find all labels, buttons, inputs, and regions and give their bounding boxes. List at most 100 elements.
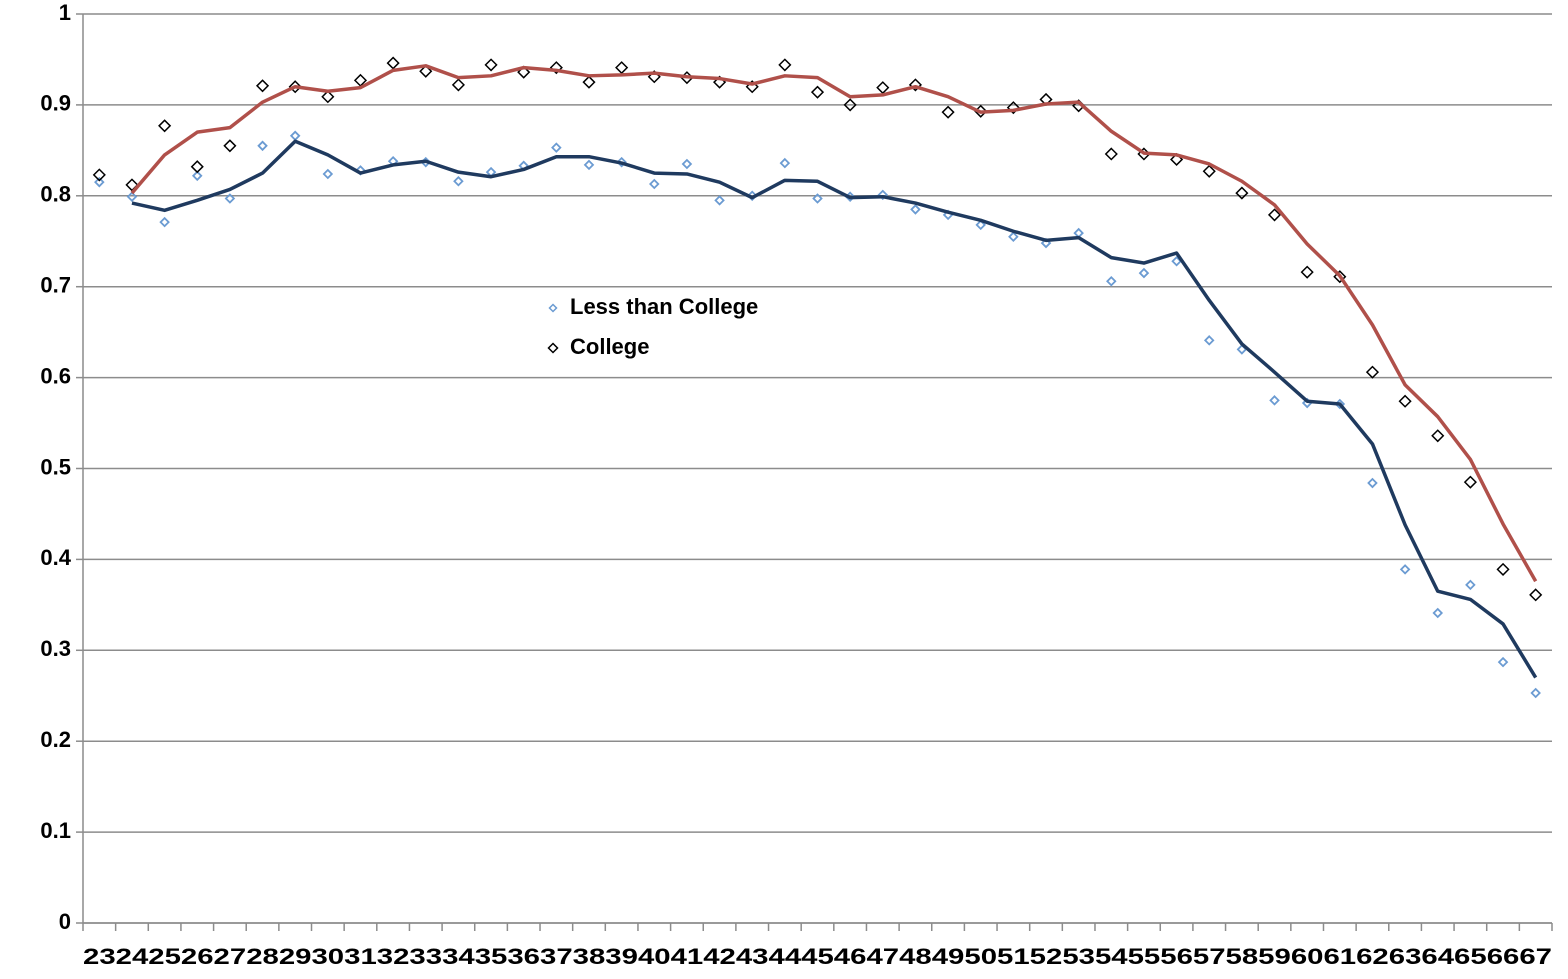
x-tick-label: 49 [932, 944, 965, 969]
x-tick-label: 54 [1095, 944, 1129, 969]
x-tick-label: 39 [605, 944, 638, 969]
point [908, 78, 922, 92]
point [910, 204, 921, 215]
point [321, 90, 335, 104]
point [386, 56, 400, 70]
point [191, 170, 203, 182]
point [975, 219, 986, 231]
point [126, 191, 138, 202]
y-tick-label: 0.5 [40, 454, 71, 479]
point [453, 175, 464, 187]
legend-marker [547, 342, 559, 354]
point [223, 139, 237, 153]
y-tick-label: 1 [59, 0, 71, 25]
x-tick-label: 55 [1128, 944, 1161, 969]
point [1006, 101, 1020, 115]
y-tick-label: 0.3 [40, 636, 71, 661]
point [843, 98, 857, 112]
x-tick-label: 42 [703, 944, 736, 969]
point [1106, 275, 1117, 287]
x-tick-label: 50 [964, 944, 997, 969]
point [1138, 267, 1150, 279]
x-tick-label: 57 [1193, 944, 1226, 969]
point [288, 80, 302, 94]
x-tick-label: 37 [540, 944, 573, 969]
point [1431, 429, 1445, 443]
point [289, 130, 301, 142]
point [1202, 164, 1216, 178]
point [159, 216, 170, 228]
point [484, 58, 498, 72]
point [322, 168, 334, 180]
y-tick-label: 0.1 [40, 818, 71, 843]
point [1365, 365, 1380, 379]
point [190, 160, 204, 174]
trend-line [131, 139, 1538, 679]
x-tick-label: 44 [769, 944, 803, 969]
x-tick-label: 46 [834, 944, 867, 969]
point [1235, 186, 1249, 200]
point [714, 195, 725, 206]
x-tick-label: 45 [801, 944, 834, 969]
y-tick-label: 0.6 [40, 363, 71, 388]
point [681, 158, 693, 170]
x-tick-label: 56 [1160, 944, 1193, 969]
trend-line [130, 64, 1538, 583]
legend-label: College [570, 334, 649, 359]
x-tick-label: 29 [279, 944, 312, 969]
x-tick-label: 34 [442, 944, 476, 969]
point [1497, 656, 1509, 668]
point [1529, 588, 1543, 602]
point [94, 176, 105, 188]
y-tick-label: 0.9 [40, 91, 71, 116]
point [549, 61, 563, 75]
x-tick-label: 23 [83, 944, 116, 969]
point [778, 58, 792, 72]
x-tick-label: 24 [116, 944, 150, 969]
x-tick-label: 27 [214, 944, 247, 969]
x-tick-label: 48 [899, 944, 932, 969]
x-tick-label: 61 [1323, 944, 1356, 969]
point [877, 189, 889, 201]
x-tick-label: 32 [377, 944, 410, 969]
y-tick-label: 0.8 [40, 182, 71, 207]
point [1300, 265, 1314, 279]
y-tick-label: 0.4 [40, 545, 71, 570]
x-tick-label: 63 [1389, 944, 1422, 969]
point [583, 159, 595, 171]
point [810, 85, 825, 99]
point [1267, 208, 1282, 222]
x-tick-label: 64 [1421, 944, 1455, 969]
point [255, 79, 270, 93]
point [1399, 564, 1411, 575]
point [1269, 395, 1280, 406]
point [1496, 562, 1510, 576]
x-tick-label: 51 [997, 944, 1030, 969]
point [1432, 607, 1444, 619]
point [1333, 270, 1347, 284]
x-tick-label: 41 [671, 944, 704, 969]
x-tick-label: 65 [1454, 944, 1487, 969]
point [158, 119, 172, 133]
x-tick-label: 40 [638, 944, 671, 969]
x-tick-label: 26 [181, 944, 214, 969]
point [1203, 335, 1215, 346]
point [257, 140, 268, 152]
legend-label: Less than College [570, 294, 758, 319]
point [1398, 394, 1412, 408]
x-tick-label: 53 [1062, 944, 1095, 969]
point [1530, 687, 1541, 699]
x-tick-label: 38 [573, 944, 606, 969]
x-tick-label: 43 [736, 944, 769, 969]
x-tick-label: 67 [1519, 944, 1552, 969]
x-tick-label: 47 [866, 944, 899, 969]
point [551, 142, 562, 153]
point [1367, 477, 1378, 489]
x-tick-label: 31 [344, 944, 377, 969]
y-tick-label: 0.2 [40, 727, 71, 752]
point [876, 81, 890, 95]
point [451, 78, 465, 92]
y-tick-label: 0.7 [40, 273, 71, 298]
point [419, 64, 433, 78]
